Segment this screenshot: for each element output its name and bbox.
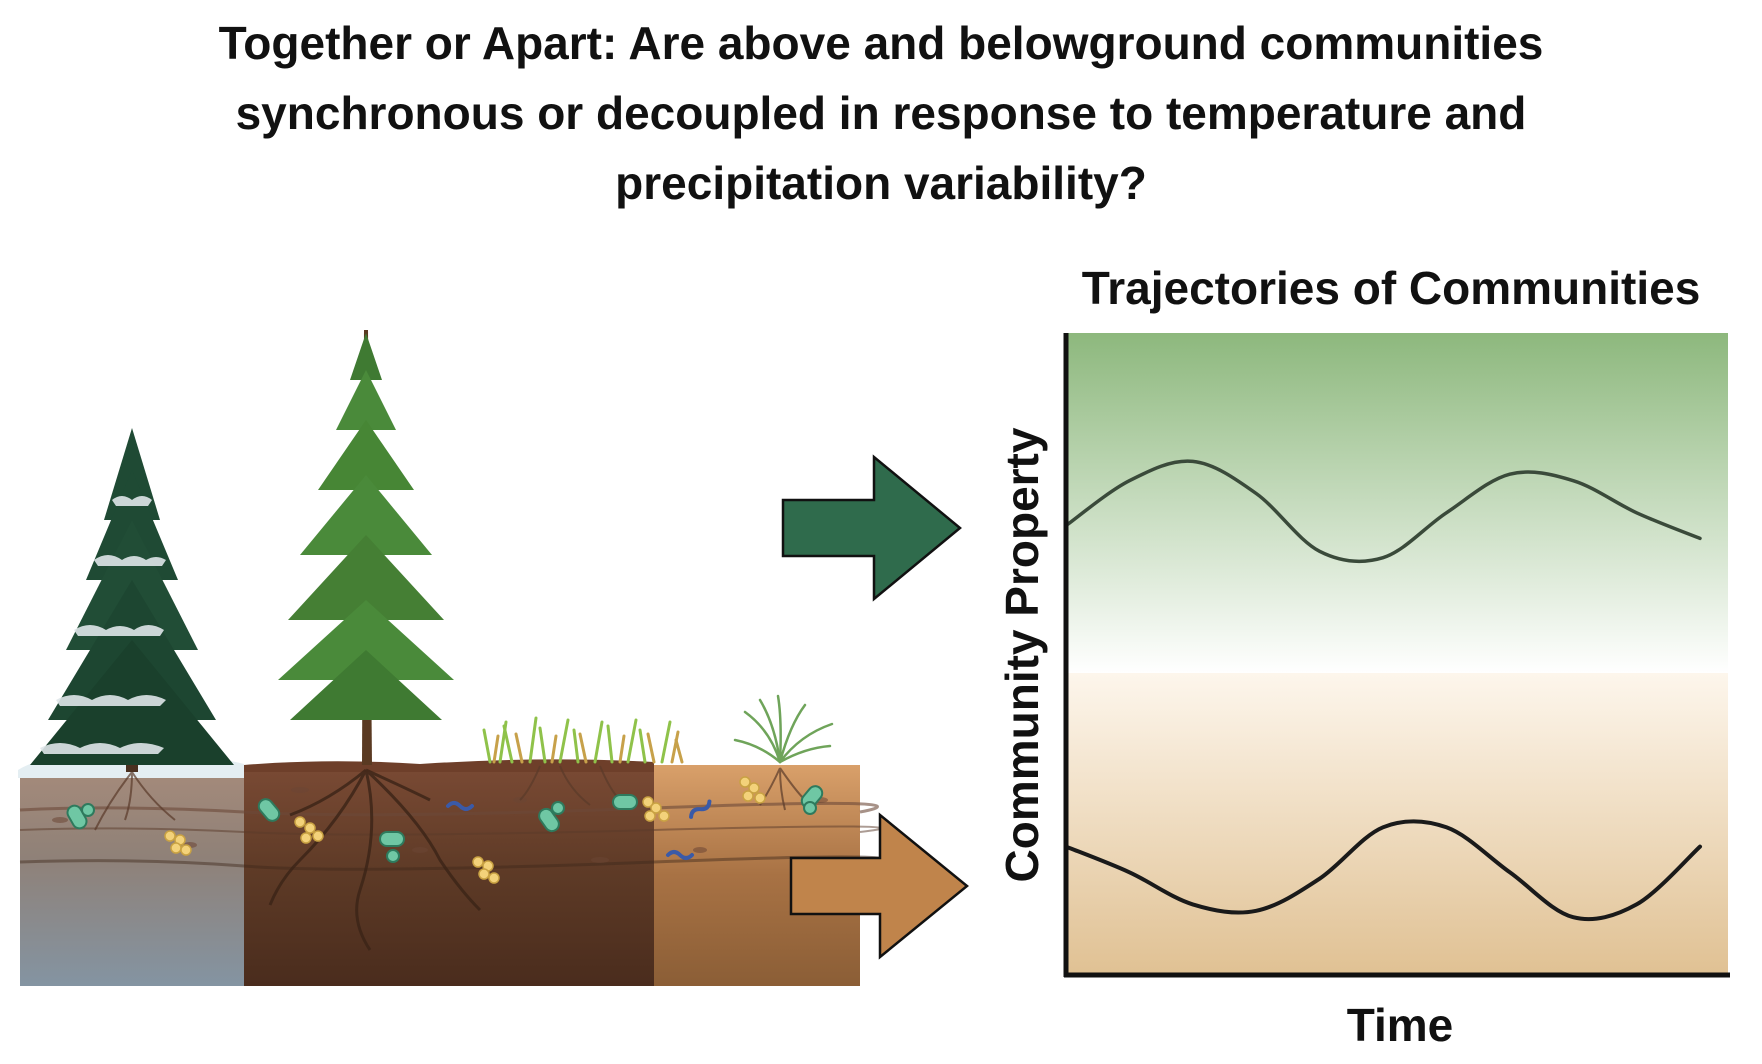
title-line-2: synchronous or decoupled in response to …: [235, 87, 1527, 139]
chart-title: Trajectories of Communities: [1082, 262, 1701, 314]
bunchgrass-icon: [733, 694, 834, 764]
grass-icon: [482, 716, 684, 764]
belowground-trajectory-line: [1064, 819, 1702, 922]
y-axis-label: Community Property: [996, 427, 1048, 882]
x-axis-label: Time: [1347, 999, 1454, 1051]
title-line-1: Together or Apart: Are above and belowgr…: [218, 17, 1544, 69]
snowy-conifer-icon: [30, 428, 234, 772]
upper-band: [1064, 333, 1728, 673]
microbe-icon: [66, 776, 824, 884]
tall-pine-icon: [278, 330, 454, 765]
right-arrow-icon: [781, 454, 969, 960]
aboveground-arrow: [781, 454, 962, 602]
title-line-3: precipitation variability?: [615, 157, 1147, 209]
main-title: Together or Apart: Are above and belowgr…: [0, 8, 1762, 218]
aboveground-trajectory-line: [1064, 459, 1702, 564]
belowground-arrow: [789, 812, 969, 960]
